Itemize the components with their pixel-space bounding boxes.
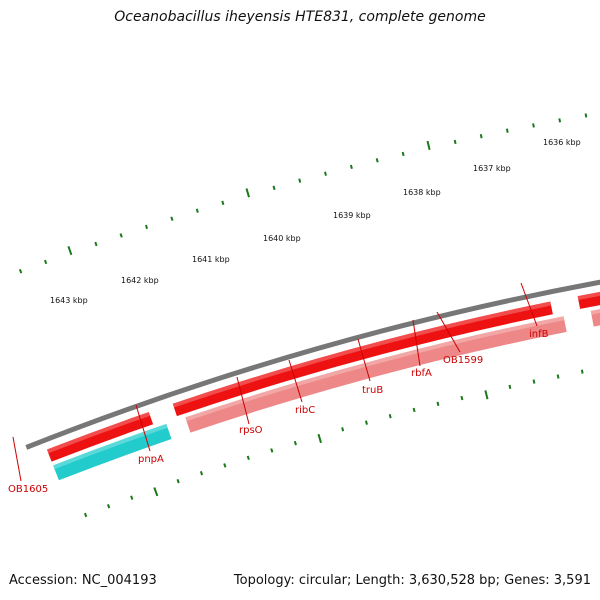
leader-rbfa	[412, 319, 421, 367]
scale-label-1639: 1639 kbp	[333, 211, 371, 220]
scale-tick-inner	[176, 478, 180, 484]
gene-pnpa-highlight	[185, 316, 565, 422]
scale-tick-outer	[324, 171, 327, 176]
gene-label-pnpa: pnpA	[138, 454, 164, 465]
scale-tick-inner	[223, 463, 227, 468]
gene-pnpa	[185, 316, 567, 433]
scale-labels: 1643 kbp 1642 kbp 1641 kbp 1640 kbp 1639…	[50, 138, 581, 305]
map-title: Oceanobacillus iheyensis HTE831, complet…	[114, 9, 486, 25]
gene-rpso	[590, 309, 600, 327]
scale-tick-outer	[479, 134, 483, 139]
gene-rpso-top-highlight	[577, 291, 600, 300]
gene-track	[25, 279, 600, 481]
scale-tick-outer	[272, 185, 276, 191]
gene-label-ob1599: OB1599	[443, 355, 483, 366]
scale-tick-inner	[341, 427, 345, 432]
gene-label-rbfa: rbfA	[411, 368, 432, 379]
gene-ob1605-highlight	[53, 423, 168, 470]
scale-tick-inner	[106, 504, 111, 509]
scale-label-1636: 1636 kbp	[543, 138, 581, 147]
scale-tick-inner	[484, 390, 489, 400]
leader-ribc	[288, 359, 303, 403]
gene-ob1605	[53, 423, 172, 481]
gene-ob1605-top-highlight	[46, 412, 151, 454]
scale-label-1642: 1642 kbp	[121, 276, 159, 285]
scale-tick-outer	[584, 113, 588, 118]
genome-summary: Topology: circular; Length: 3,630,528 bp…	[233, 573, 591, 588]
gene-pnpa-top	[172, 301, 553, 417]
scale-tick-outer	[401, 151, 405, 157]
scale-tick-outer	[375, 158, 379, 163]
scale-tick-inner	[556, 374, 560, 379]
scale-tick-outer	[505, 128, 509, 133]
scale-tick-outer	[119, 233, 123, 238]
scale-tick-outer	[558, 118, 562, 123]
scale-tick-inner	[436, 401, 440, 407]
scale-label-1638: 1638 kbp	[403, 188, 441, 197]
leader-ob1599	[436, 311, 461, 353]
scale-tick-outer	[195, 208, 199, 213]
leader-infb	[520, 282, 538, 327]
gene-labels: OB1605 pnpA rpsO ribC truB rbfA OB1599 i…	[8, 329, 549, 495]
scale-tick-outer	[426, 140, 431, 151]
accession-label: Accession: NC_004193	[9, 573, 157, 588]
scale-tick-inner	[364, 420, 368, 425]
scale-tick-outer	[245, 188, 250, 198]
leader-ob1605	[12, 436, 22, 482]
leader-pnpa	[135, 404, 151, 452]
scale-tick-inner	[293, 440, 297, 446]
scale-tick-inner	[508, 384, 512, 390]
scale-tick-inner	[412, 407, 416, 413]
scale-tick-outer	[67, 245, 73, 256]
scale-tick-outer	[170, 216, 174, 221]
leader-rpso	[236, 376, 250, 425]
gene-label-trub: truB	[362, 385, 383, 396]
scale-label-1641: 1641 kbp	[192, 255, 230, 264]
scale-label-1640: 1640 kbp	[263, 234, 301, 243]
scale-tick-outer	[532, 123, 535, 128]
scale-tick-outer	[43, 259, 48, 265]
leader-trub	[357, 338, 371, 382]
scale-tick-outer	[453, 139, 457, 145]
gene-label-ob1605: OB1605	[8, 484, 48, 495]
scale-tick-inner	[130, 495, 134, 500]
gene-pnpa-top-body	[172, 301, 553, 417]
gene-rpso-top	[577, 291, 600, 309]
scale-tick-outer	[94, 241, 98, 247]
gene-label-ribc: ribC	[295, 405, 315, 416]
gene-pnpa-top-highlight	[172, 301, 552, 408]
scale-tick-inner	[580, 369, 584, 374]
scale-tick-outer	[349, 164, 353, 170]
scale-label-1643: 1643 kbp	[50, 296, 88, 305]
gene-rpso-body	[590, 309, 600, 327]
scale-tick-inner	[199, 470, 204, 476]
gene-ob1605-body	[53, 423, 172, 481]
scale-tick-inner	[246, 455, 250, 461]
scale-tick-outer	[18, 268, 23, 274]
scale-tick-outer	[144, 224, 149, 230]
scale-tick-inner	[83, 512, 88, 518]
gene-label-rpso: rpsO	[239, 425, 263, 436]
scale-tick-inner	[532, 379, 536, 384]
scale-tick-inner	[153, 487, 159, 497]
scale-tick-outer	[298, 178, 302, 183]
scale-tick-inner	[270, 448, 274, 453]
scale-ticks	[18, 113, 588, 518]
gene-pnpa-body	[185, 316, 567, 433]
gene-ob1605-top	[46, 412, 154, 462]
gene-leader-lines	[12, 282, 538, 482]
gene-label-infb: infB	[529, 329, 549, 340]
gene-rpso-highlight	[590, 309, 600, 315]
scale-tick-outer	[221, 200, 225, 206]
scale-tick-inner	[388, 414, 392, 419]
scale-tick-inner	[460, 395, 464, 401]
gene-ob1605-top-body	[46, 412, 154, 462]
gene-rpso-top-body	[577, 291, 600, 309]
scale-label-1637: 1637 kbp	[473, 164, 511, 173]
scale-tick-inner	[317, 433, 322, 444]
